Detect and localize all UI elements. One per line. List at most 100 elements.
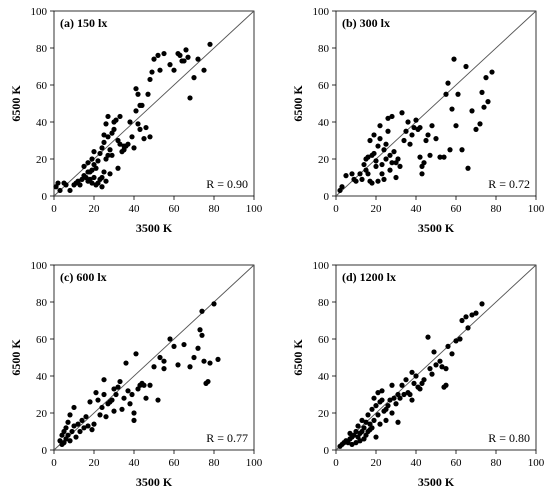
data-point [131,417,137,423]
data-point [485,99,491,105]
data-point [119,406,125,412]
data-point [381,176,387,182]
x-tick-label: 40 [411,203,423,215]
data-point [105,152,111,158]
data-point [431,349,437,355]
data-point [375,178,381,184]
data-point [371,132,377,138]
data-point [373,434,379,440]
data-point [99,174,105,181]
x-tick-label: 80 [209,203,221,215]
data-point [365,171,371,177]
x-axis-title: 3500 K [136,475,173,489]
data-point [391,395,397,401]
data-point [117,113,123,120]
data-point [141,136,147,142]
data-point [181,341,187,348]
data-point [147,134,153,140]
x-axis-title: 3500 K [136,221,173,235]
data-point [443,366,449,372]
y-tick-label: 40 [36,371,48,383]
data-point [439,364,445,370]
data-point [469,312,475,318]
data-point [371,150,377,157]
data-point [405,119,411,125]
data-point [133,351,139,357]
data-point [385,115,391,121]
panel-2: 0 20 40 60 80 100 0 20 40 60 80 100 3500 K 6500 K (b) … [291,6,545,235]
y-tick-label: 100 [31,6,48,18]
data-point [359,176,365,182]
x-tick-label: 60 [451,203,463,215]
x-tick-label: 80 [491,457,503,469]
data-point [215,356,221,362]
x-tick-label: 60 [451,457,463,469]
data-point [91,149,97,155]
data-point [339,184,345,190]
data-point [481,104,487,110]
data-point [459,317,465,324]
data-point [199,332,205,338]
data-point [161,358,167,364]
data-point [149,69,155,75]
y-tick-label: 40 [318,117,330,129]
data-point [97,150,103,157]
data-point [93,165,99,171]
x-tick-label: 80 [209,457,221,469]
data-point [403,128,409,134]
data-point [71,423,77,429]
data-point [157,354,163,361]
data-point [387,152,393,158]
data-point [91,174,97,181]
data-point [115,384,121,390]
data-point [369,180,375,186]
data-point [65,419,71,425]
x-tick-label: 40 [411,457,423,469]
y-axis-title: 6500 K [9,85,23,122]
data-point [365,412,371,418]
y-axis-title: 6500 K [9,339,23,376]
data-point [449,106,455,112]
data-point [397,395,403,401]
data-point [465,165,471,171]
data-point [109,152,115,158]
y-tick-label: 0 [324,191,330,203]
data-point [445,80,451,86]
data-point [75,421,81,427]
data-point [417,124,423,131]
x-axis-title: 3500 K [418,221,455,235]
data-point [473,310,479,316]
data-point [463,63,469,70]
data-point [399,110,405,116]
data-point [183,47,189,53]
data-point [117,378,123,385]
data-point [427,366,433,372]
data-point [147,382,153,388]
data-point [433,362,439,368]
data-point [375,143,381,149]
data-point [409,132,415,138]
data-point [125,388,131,394]
data-point [379,388,385,394]
panel-title: (d) 1200 lx [342,270,396,284]
data-point [67,187,73,194]
data-point [191,354,197,361]
x-tick-label: 40 [129,203,141,215]
data-point [131,145,137,151]
data-point [411,124,417,131]
x-tick-label: 40 [129,457,141,469]
y-tick-label: 20 [36,154,48,166]
data-point [343,173,349,179]
data-point [349,441,355,448]
data-point [117,141,123,147]
data-point [107,171,113,177]
data-point [69,428,75,435]
data-point [77,182,83,188]
data-point [377,136,383,142]
data-point [409,397,415,403]
data-point [451,56,457,62]
data-point [131,410,137,416]
data-point [107,147,113,153]
data-point [77,428,83,435]
data-point [101,391,107,398]
